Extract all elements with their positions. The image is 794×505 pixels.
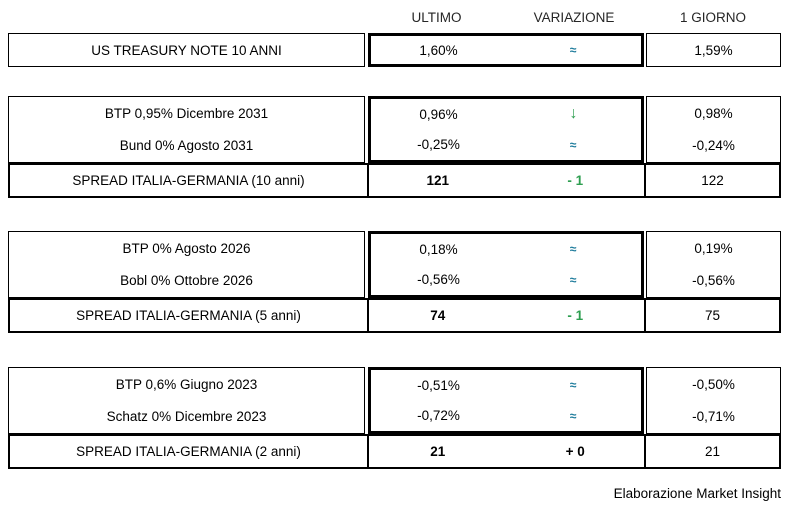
variazione-flat-icon: ≈: [569, 242, 578, 257]
ultimo-value: -0,51%: [417, 377, 460, 393]
column-header-ultimo: ULTIMO: [411, 10, 462, 25]
column-header-variazione: VARIAZIONE: [533, 10, 615, 25]
row-label: Bobl 0% Ottobre 2026: [120, 273, 253, 289]
ultimo-value: -0,72%: [417, 408, 460, 424]
value-row: 1,60% ≈: [371, 36, 641, 64]
label-column: BTP 0,6% Giugno 2023 Schatz 0% Dicembre …: [8, 367, 365, 434]
ultimo-variazione-box: -0,51% ≈ -0,72% ≈: [368, 367, 644, 434]
value-row: 0,96% ↓: [371, 99, 641, 130]
spread-ultimo-value: 21: [430, 444, 446, 459]
value-row: 0,18% ≈: [371, 234, 641, 265]
bond-rows: BTP 0% Agosto 2026 Bobl 0% Ottobre 2026 …: [8, 231, 781, 298]
label-column: BTP 0,95% Dicembre 2031 Bund 0% Agosto 2…: [8, 96, 365, 163]
source-credit: Elaborazione Market Insight: [613, 486, 781, 501]
value-row: -0,51% ≈: [371, 370, 641, 401]
variazione-flat-icon: ≈: [569, 378, 578, 393]
giorno-column: 0,98% -0,24%: [646, 96, 781, 163]
spread-row-10-anni: SPREAD ITALIA-GERMANIA (10 anni) 121 - 1…: [8, 163, 781, 198]
bond-rows: US TREASURY NOTE 10 ANNI 1,60% ≈ 1,59%: [8, 33, 781, 67]
spread-label: SPREAD ITALIA-GERMANIA (10 anni): [10, 165, 369, 196]
bond-rows: BTP 0,6% Giugno 2023 Schatz 0% Dicembre …: [8, 367, 781, 434]
spread-giorno-value: 122: [701, 173, 724, 188]
value-row: -0,25% ≈: [371, 130, 641, 161]
spread-giorno-value: 21: [704, 444, 721, 459]
variazione-flat-icon: ≈: [569, 43, 578, 57]
ultimo-value: 1,60%: [419, 42, 458, 58]
bond-group-us-treasury: US TREASURY NOTE 10 ANNI 1,60% ≈ 1,59%: [8, 33, 781, 67]
row-label: US TREASURY NOTE 10 ANNI: [91, 42, 282, 58]
spread-variazione-value: - 1: [567, 308, 584, 323]
bond-group-10-anni: BTP 0,95% Dicembre 2031 Bund 0% Agosto 2…: [8, 96, 781, 198]
giorno-column: 0,19% -0,56%: [646, 231, 781, 298]
giorno-value: 0,19%: [694, 240, 733, 256]
spread-values: 121 - 1: [369, 165, 646, 196]
spread-ultimo-value: 74: [430, 308, 446, 323]
value-row: -0,72% ≈: [371, 401, 641, 432]
variazione-flat-icon: ≈: [569, 137, 578, 152]
variazione-down-arrow-icon: ↓: [569, 105, 578, 123]
giorno-value: -0,50%: [692, 376, 735, 392]
spread-label: SPREAD ITALIA-GERMANIA (5 anni): [10, 300, 369, 331]
column-header-1-giorno: 1 GIORNO: [679, 10, 746, 25]
spread-values: 74 - 1: [369, 300, 646, 331]
row-label: Bund 0% Agosto 2031: [119, 138, 254, 154]
variazione-flat-icon: ≈: [569, 408, 578, 423]
value-row: -0,56% ≈: [371, 265, 641, 296]
ultimo-value: -0,25%: [417, 137, 460, 153]
spread-label: SPREAD ITALIA-GERMANIA (2 anni): [10, 436, 369, 467]
variazione-flat-icon: ≈: [569, 272, 578, 287]
ultimo-variazione-box: 0,96% ↓ -0,25% ≈: [368, 96, 644, 163]
ultimo-value: 0,96%: [419, 106, 458, 122]
spread-row-2-anni: SPREAD ITALIA-GERMANIA (2 anni) 21 + 0 2…: [8, 434, 781, 469]
giorno-value: 0,98%: [694, 105, 733, 121]
spread-giorno-value: 75: [704, 308, 721, 323]
label-column: BTP 0% Agosto 2026 Bobl 0% Ottobre 2026: [8, 231, 365, 298]
label-column: US TREASURY NOTE 10 ANNI: [8, 33, 365, 67]
ultimo-value: -0,56%: [417, 272, 460, 288]
bond-group-2-anni: BTP 0,6% Giugno 2023 Schatz 0% Dicembre …: [8, 367, 781, 469]
spread-ultimo-value: 121: [426, 173, 450, 188]
giorno-value: 1,59%: [694, 42, 733, 58]
spread-variazione-value: - 1: [567, 173, 584, 188]
spread-row-5-anni: SPREAD ITALIA-GERMANIA (5 anni) 74 - 1 7…: [8, 298, 781, 333]
row-label: BTP 0,6% Giugno 2023: [115, 376, 258, 392]
spread-values: 21 + 0: [369, 436, 646, 467]
giorno-column: 1,59%: [646, 33, 781, 67]
giorno-value: -0,56%: [692, 273, 735, 289]
giorno-value: -0,71%: [692, 409, 735, 425]
row-label: BTP 0,95% Dicembre 2031: [104, 105, 269, 121]
row-label: BTP 0% Agosto 2026: [122, 240, 251, 256]
ultimo-variazione-box: 0,18% ≈ -0,56% ≈: [368, 231, 644, 298]
bond-group-5-anni: BTP 0% Agosto 2026 Bobl 0% Ottobre 2026 …: [8, 231, 781, 333]
ultimo-variazione-box: 1,60% ≈: [368, 33, 644, 67]
bond-rows: BTP 0,95% Dicembre 2031 Bund 0% Agosto 2…: [8, 96, 781, 163]
ultimo-value: 0,18%: [419, 241, 458, 257]
spread-variazione-value: + 0: [565, 444, 585, 459]
giorno-column: -0,50% -0,71%: [646, 367, 781, 434]
giorno-value: -0,24%: [692, 138, 735, 154]
row-label: Schatz 0% Dicembre 2023: [106, 409, 267, 425]
